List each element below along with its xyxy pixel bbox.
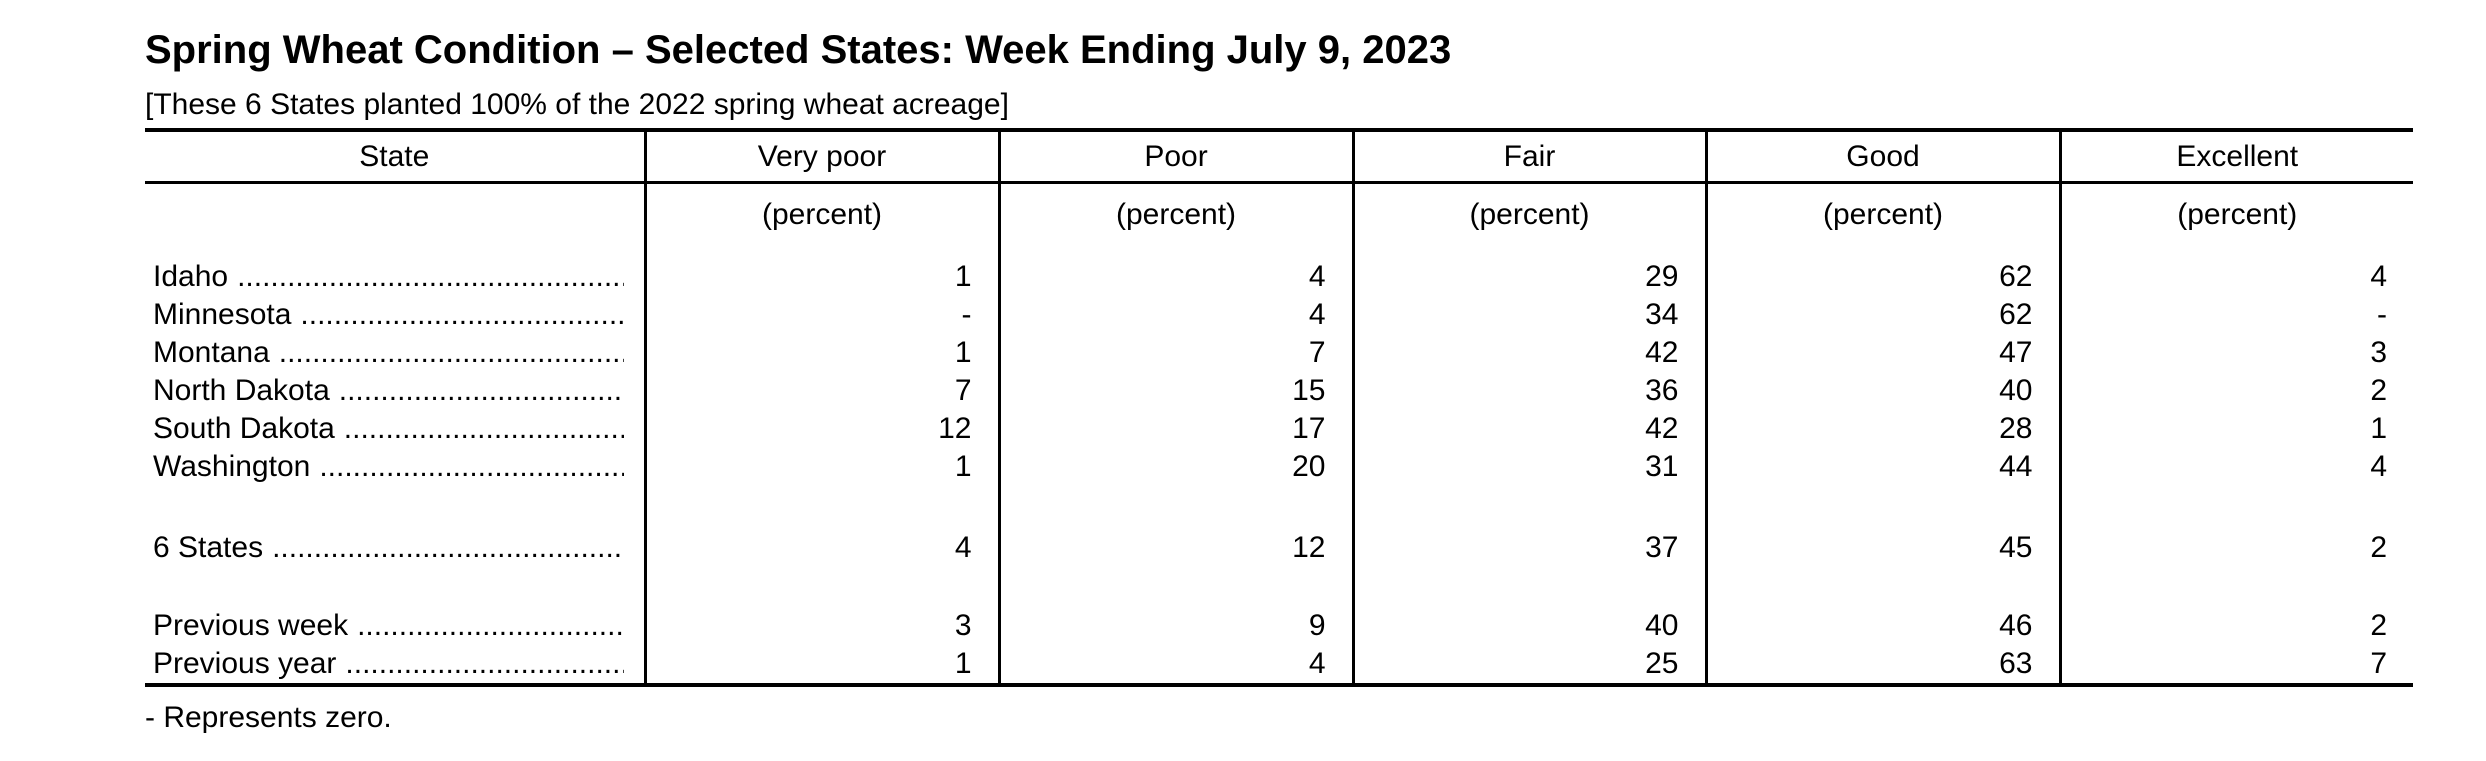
row-label: 6 States — [153, 531, 264, 564]
unit-label: (percent) — [997, 182, 1353, 246]
row-label: South Dakota — [153, 412, 335, 445]
cell-value: 1 — [643, 258, 999, 296]
table-row-north-dakota: North Dakota 7 15 36 40 2 — [145, 372, 2413, 410]
table-header-row: State Very poor Poor Fair Good Excellent — [145, 130, 2413, 184]
cell-value: 36 — [1351, 372, 1706, 410]
cell-value: 25 — [1351, 645, 1706, 685]
dot-leader — [263, 531, 623, 565]
cell-value: 20 — [997, 448, 1353, 486]
cell-value: 45 — [1704, 529, 2060, 567]
cell-value: 31 — [1351, 448, 1706, 486]
spacer-row — [145, 567, 2413, 607]
column-header-fair: Fair — [1351, 130, 1706, 184]
dot-leader — [336, 647, 623, 681]
cell-value: 9 — [997, 607, 1353, 645]
cell-value: 4 — [2058, 258, 2413, 296]
cell-value: 7 — [2058, 645, 2413, 685]
units-empty-cell — [145, 183, 645, 247]
dot-leader — [348, 609, 623, 643]
table-row-previous-year: Previous year 1 4 25 63 7 — [145, 645, 2413, 685]
cell-value: 62 — [1704, 258, 2060, 296]
cell-value: 46 — [1704, 607, 2060, 645]
cell-value: 4 — [997, 645, 1353, 685]
cell-value: 12 — [643, 410, 999, 448]
cell-value: 4 — [997, 296, 1353, 334]
cell-value: 34 — [1351, 296, 1706, 334]
row-label: Washington — [153, 450, 311, 483]
dot-leader — [330, 374, 624, 408]
column-header-very-poor: Very poor — [643, 130, 999, 184]
cell-value: 2 — [2058, 529, 2413, 567]
table-row-washington: Washington 1 20 31 44 4 — [145, 448, 2413, 486]
page-subtitle: [These 6 States planted 100% of the 2022… — [145, 88, 1009, 121]
table-row-idaho: Idaho 1 4 29 62 4 — [145, 258, 2413, 296]
cell-value: 3 — [643, 607, 999, 645]
cell-value: 1 — [643, 645, 999, 685]
row-label: Previous year — [153, 647, 337, 680]
dot-leader — [291, 298, 623, 332]
cell-value: 15 — [997, 372, 1353, 410]
column-header-poor: Poor — [997, 130, 1353, 184]
cell-value: 12 — [997, 529, 1353, 567]
cell-value: 42 — [1351, 410, 1706, 448]
cell-value: 40 — [1351, 607, 1706, 645]
page-title: Spring Wheat Condition – Selected States… — [145, 28, 1452, 72]
cell-value: 42 — [1351, 334, 1706, 372]
unit-label: (percent) — [1704, 182, 2060, 246]
cell-value: 7 — [643, 372, 999, 410]
table-row-6-states: 6 States 4 12 37 45 2 — [145, 529, 2413, 567]
unit-label: (percent) — [2058, 182, 2413, 246]
cell-value: 2 — [2058, 607, 2413, 645]
cell-value: 1 — [2058, 410, 2413, 448]
cell-value: 2 — [2058, 372, 2413, 410]
cell-value: 44 — [1704, 448, 2060, 486]
table-row-montana: Montana 1 7 42 47 3 — [145, 334, 2413, 372]
column-header-excellent: Excellent — [2058, 130, 2413, 184]
cell-value: 1 — [643, 448, 999, 486]
unit-label: (percent) — [643, 182, 999, 246]
cell-value: 40 — [1704, 372, 2060, 410]
dot-leader — [335, 412, 624, 446]
cell-value: 4 — [643, 529, 999, 567]
row-label: North Dakota — [153, 374, 330, 407]
spacer-row — [145, 486, 2413, 529]
row-label: Montana — [153, 336, 270, 369]
table-row-previous-week: Previous week 3 9 40 46 2 — [145, 607, 2413, 645]
dot-leader — [310, 450, 623, 484]
cell-value: 29 — [1351, 258, 1706, 296]
spring-wheat-condition-table: State Very poor Poor Fair Good Excellent… — [145, 128, 2413, 687]
cell-value: 47 — [1704, 334, 2060, 372]
row-label: Minnesota — [153, 298, 292, 331]
table-row-minnesota: Minnesota - 4 34 62 - — [145, 296, 2413, 334]
footnote: - Represents zero. — [145, 701, 392, 734]
cell-value: 62 — [1704, 296, 2060, 334]
spacer-row — [145, 246, 2413, 258]
row-label: Previous week — [153, 609, 349, 642]
cell-value: 3 — [2058, 334, 2413, 372]
report-page: Spring Wheat Condition – Selected States… — [0, 0, 2486, 736]
column-header-state: State — [145, 130, 645, 184]
cell-value: 1 — [643, 334, 999, 372]
unit-label: (percent) — [1351, 182, 1706, 246]
cell-value: 28 — [1704, 410, 2060, 448]
dot-leader — [270, 336, 624, 370]
cell-value: 4 — [997, 258, 1353, 296]
cell-value: 7 — [997, 334, 1353, 372]
table-row-south-dakota: South Dakota 12 17 42 28 1 — [145, 410, 2413, 448]
cell-value: 63 — [1704, 645, 2060, 685]
row-label: Idaho — [153, 260, 229, 293]
cell-value: 17 — [997, 410, 1353, 448]
cell-value: - — [643, 296, 999, 334]
dot-leader — [228, 260, 623, 294]
cell-value: 4 — [2058, 448, 2413, 486]
column-header-good: Good — [1704, 130, 2060, 184]
cell-value: - — [2058, 296, 2413, 334]
cell-value: 37 — [1351, 529, 1706, 567]
units-row: (percent) (percent) (percent) (percent) … — [145, 182, 2413, 247]
